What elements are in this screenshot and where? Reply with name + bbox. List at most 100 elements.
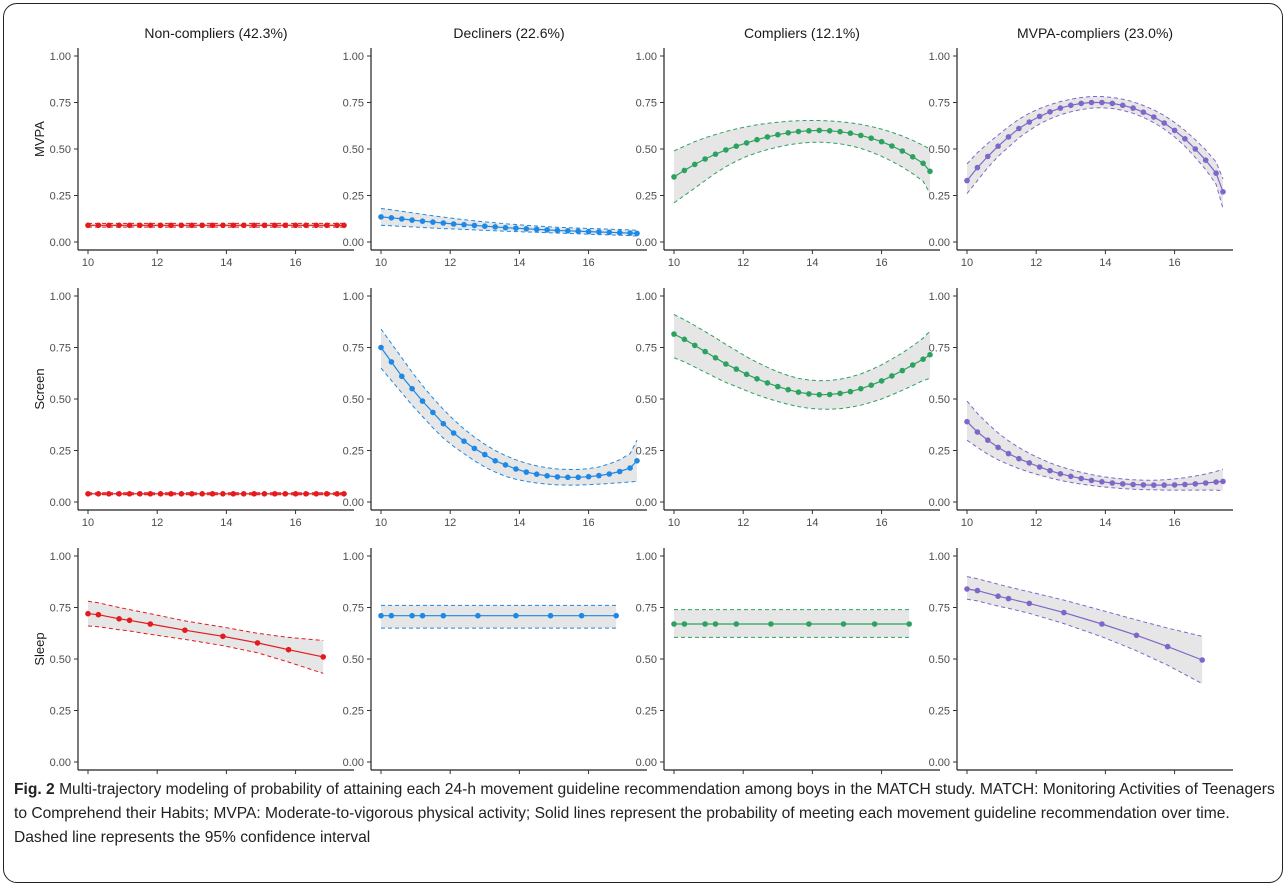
data-point-mvpa-compliers bbox=[806, 128, 812, 134]
data-point-screen-compliers bbox=[920, 356, 926, 363]
x-tick-label: 10 bbox=[668, 257, 680, 269]
data-point-sleep-decliners bbox=[475, 612, 481, 619]
data-point-mvpa-non-compliers bbox=[95, 222, 102, 229]
data-point-sleep-compliers bbox=[906, 621, 912, 627]
x-tick-label: 14 bbox=[513, 517, 525, 529]
data-point-mvpa-decliners bbox=[399, 216, 405, 222]
data-point-mvpa-compliers bbox=[795, 128, 802, 135]
data-point-screen-compliers bbox=[858, 385, 864, 392]
y-tick-label: 0.00 bbox=[343, 497, 364, 509]
data-point-mvpa-non-compliers bbox=[106, 222, 112, 229]
data-point-screen-decliners bbox=[606, 471, 613, 477]
data-point-mvpa-decliners bbox=[388, 215, 395, 221]
data-point-screen-mvpa-compliers bbox=[1119, 481, 1126, 487]
data-point-mvpa-compliers bbox=[847, 130, 854, 136]
x-tick-label: 10 bbox=[375, 257, 387, 269]
ci-lower-screen-mvpa-compliers bbox=[966, 439, 1224, 492]
data-point-mvpa-compliers bbox=[899, 148, 906, 154]
data-point-sleep-compliers bbox=[702, 621, 708, 627]
data-point-screen-decliners bbox=[554, 474, 561, 480]
data-point-mvpa-decliners bbox=[606, 229, 613, 236]
data-point-mvpa-decliners bbox=[450, 221, 457, 227]
data-point-screen-non-compliers bbox=[178, 491, 185, 497]
data-point-mvpa-non-compliers bbox=[220, 222, 226, 229]
data-point-sleep-compliers bbox=[840, 621, 847, 627]
data-point-mvpa-mvpa-compliers bbox=[1016, 125, 1022, 132]
data-point-mvpa-decliners bbox=[482, 223, 488, 229]
y-tick-label: 0.75 bbox=[343, 603, 364, 615]
x-tick-label: 10 bbox=[375, 517, 387, 529]
data-point-mvpa-non-compliers bbox=[272, 222, 278, 229]
y-tick-label: 0.75 bbox=[636, 98, 657, 110]
figure-frame bbox=[3, 3, 1283, 883]
trajectory-line-sleep-non-compliers bbox=[87, 613, 324, 658]
data-point-sleep-mvpa-compliers bbox=[1133, 632, 1140, 639]
y-tick-label: 0.00 bbox=[636, 497, 657, 509]
y-tick-label: 0.25 bbox=[636, 706, 657, 718]
data-point-screen-decliners bbox=[440, 420, 447, 427]
x-tick-label: 10 bbox=[961, 517, 973, 529]
y-tick-label: 0.00 bbox=[50, 757, 71, 769]
data-point-mvpa-non-compliers bbox=[251, 222, 257, 229]
ci-ribbon-screen-compliers bbox=[674, 314, 930, 410]
data-point-mvpa-compliers bbox=[671, 174, 677, 180]
data-point-sleep-mvpa-compliers bbox=[1061, 609, 1067, 616]
data-point-screen-decliners bbox=[513, 466, 519, 472]
ci-lower-screen-compliers bbox=[673, 357, 931, 410]
y-tick-label: 0.75 bbox=[343, 98, 364, 110]
y-tick-label: 0.00 bbox=[343, 757, 364, 769]
data-point-sleep-mvpa-compliers bbox=[974, 587, 981, 594]
data-point-mvpa-compliers bbox=[878, 138, 885, 145]
data-point-mvpa-non-compliers bbox=[147, 222, 154, 229]
data-point-mvpa-decliners bbox=[627, 230, 633, 236]
data-point-mvpa-compliers bbox=[785, 130, 791, 136]
x-tick-label: 12 bbox=[737, 517, 749, 529]
data-point-screen-non-compliers bbox=[282, 491, 289, 497]
data-point-mvpa-decliners bbox=[430, 219, 436, 225]
y-tick-label: 0.00 bbox=[929, 757, 950, 769]
data-point-screen-mvpa-compliers bbox=[964, 418, 970, 425]
y-tick-label: 1.00 bbox=[343, 551, 364, 563]
ci-upper-screen-mvpa-compliers bbox=[966, 400, 1224, 481]
data-point-screen-non-compliers bbox=[189, 491, 195, 497]
y-tick-label: 0.25 bbox=[50, 191, 71, 203]
x-tick-label: 16 bbox=[289, 257, 301, 269]
data-point-mvpa-decliners bbox=[585, 228, 592, 235]
data-point-screen-compliers bbox=[733, 366, 740, 372]
data-point-screen-mvpa-compliers bbox=[1220, 478, 1226, 485]
y-tick-label: 0.50 bbox=[50, 394, 71, 406]
data-point-mvpa-decliners bbox=[419, 218, 426, 224]
data-point-screen-mvpa-compliers bbox=[1088, 477, 1095, 484]
ci-upper-screen-decliners bbox=[380, 328, 638, 470]
data-point-screen-decliners bbox=[585, 473, 592, 480]
y-tick-label: 0.25 bbox=[636, 191, 657, 203]
data-point-screen-compliers bbox=[868, 382, 874, 389]
data-point-screen-decliners bbox=[492, 458, 499, 464]
column-title-decliners-22-6: Decliners (22.6%) bbox=[453, 25, 564, 41]
data-point-screen-non-compliers bbox=[168, 491, 174, 497]
x-tick-label: 14 bbox=[220, 517, 232, 529]
data-point-mvpa-mvpa-compliers bbox=[1161, 120, 1167, 126]
figure-caption: Fig. 2 Multi-trajectory modeling of prob… bbox=[14, 778, 1279, 850]
x-tick-label: 16 bbox=[289, 517, 301, 529]
x-tick-label: 10 bbox=[668, 517, 680, 529]
data-point-mvpa-non-compliers bbox=[157, 222, 164, 229]
data-point-sleep-compliers bbox=[806, 621, 812, 627]
data-point-screen-decliners bbox=[634, 458, 640, 464]
y-tick-label: 0.50 bbox=[50, 654, 71, 666]
data-point-mvpa-decliners bbox=[533, 226, 540, 233]
x-tick-label: 14 bbox=[513, 257, 525, 269]
data-point-sleep-non-compliers bbox=[285, 646, 292, 653]
data-point-mvpa-non-compliers bbox=[230, 222, 237, 229]
data-point-mvpa-decliners bbox=[554, 227, 561, 234]
data-point-mvpa-non-compliers bbox=[334, 222, 340, 229]
y-tick-label: 1.00 bbox=[636, 291, 657, 303]
x-tick-label: 16 bbox=[582, 517, 594, 529]
data-point-mvpa-decliners bbox=[634, 230, 640, 237]
data-point-screen-compliers bbox=[927, 351, 933, 358]
data-point-screen-mvpa-compliers bbox=[1057, 471, 1064, 477]
data-point-mvpa-compliers bbox=[858, 132, 864, 139]
y-tick-label: 0.25 bbox=[343, 446, 364, 458]
data-point-mvpa-compliers bbox=[754, 136, 760, 143]
ci-ribbon-sleep-decliners bbox=[381, 605, 617, 629]
